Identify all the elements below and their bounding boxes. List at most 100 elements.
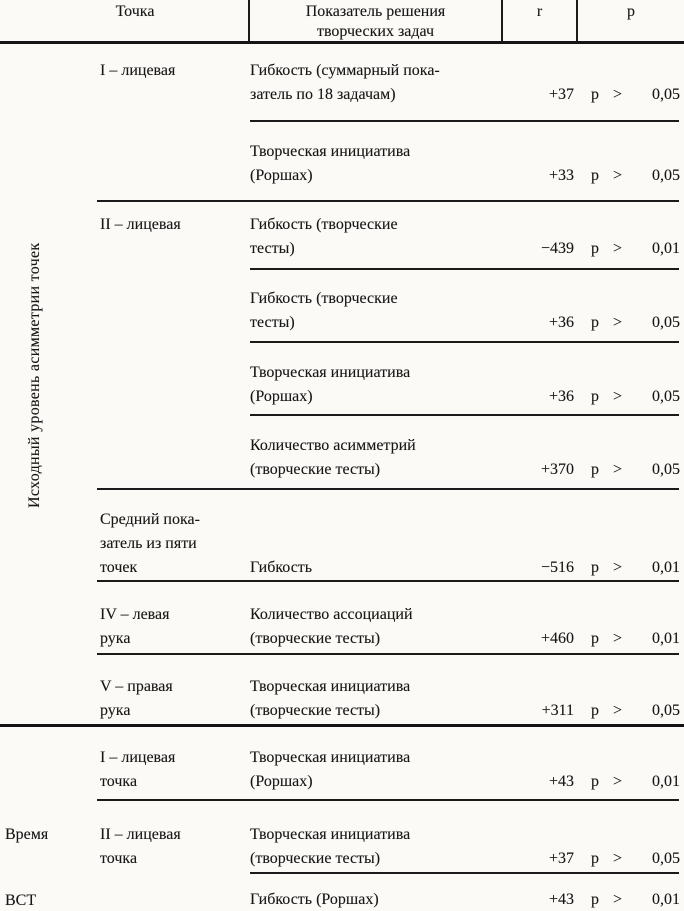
p-operator: > xyxy=(613,240,623,257)
p-value: 0,01 xyxy=(652,240,680,257)
r-value: +37 xyxy=(548,850,574,867)
p-operator: > xyxy=(613,702,623,719)
table-row: IV – левая рука Количество ассоциаций (тв… xyxy=(0,582,684,653)
p-operator: > xyxy=(613,86,623,103)
p-expression: p >0,01 xyxy=(578,770,684,794)
p-operator: > xyxy=(613,461,623,478)
point-cell: I – лицевая xyxy=(100,62,176,79)
r-value: +36 xyxy=(548,314,574,331)
table-row: I – лицевая Гибкость (суммарный пока- зат… xyxy=(0,44,684,120)
row-divider xyxy=(250,872,679,874)
indicator-cell: Творческая инициатива (творческие тесты) xyxy=(250,678,411,719)
r-value: +43 xyxy=(548,773,574,790)
table-row: I – лицевая точка Творческая инициатива (… xyxy=(0,727,684,799)
p-operator: > xyxy=(613,314,623,331)
side-label-time: Время xyxy=(5,826,49,843)
r-value: +460 xyxy=(540,630,574,647)
side-label-vst: ВСТ xyxy=(5,892,37,909)
p-value: 0,05 xyxy=(652,314,680,331)
p-value: 0,01 xyxy=(652,891,680,908)
header-indicator-cell: Показатель решения творческих задач xyxy=(250,0,503,41)
r-value: +33 xyxy=(548,167,574,184)
indicator-cell: Творческая инициатива (Роршах) xyxy=(250,364,411,405)
row-divider xyxy=(250,341,679,343)
row-divider xyxy=(97,799,679,801)
p-label: p xyxy=(591,86,599,103)
point-cell: II – лицевая точка xyxy=(100,826,181,867)
p-label: p xyxy=(591,559,599,576)
r-value: +36 xyxy=(548,388,574,405)
p-value: 0,05 xyxy=(652,461,680,478)
p-operator: > xyxy=(613,850,623,867)
header-r-cell: r xyxy=(503,0,578,41)
row-divider xyxy=(97,653,679,655)
row-divider xyxy=(250,268,679,270)
header-point-label: Точка xyxy=(115,3,155,20)
point-cell: II – лицевая xyxy=(100,216,181,233)
p-operator: > xyxy=(613,388,623,405)
p-expression: p >0,01 xyxy=(578,627,684,651)
r-value: −516 xyxy=(540,559,574,576)
indicator-cell: Творческая инициатива (Роршах) xyxy=(250,143,411,184)
p-label: p xyxy=(591,388,599,405)
point-cell: V – правая рука xyxy=(100,678,173,719)
p-label: p xyxy=(591,891,599,908)
p-operator: > xyxy=(613,773,623,790)
p-expression: p >0,05 xyxy=(578,83,684,107)
p-label: p xyxy=(591,773,599,790)
p-expression: p >0,01 xyxy=(578,556,684,580)
table-row: Творческая инициатива (Роршах) +36 p >0,05 xyxy=(0,343,684,414)
header-indicator-label: Показатель решения творческих задач xyxy=(305,3,446,40)
r-value: +311 xyxy=(541,702,574,719)
indicator-cell: Гибкость (творческие тесты) xyxy=(250,290,398,331)
p-value: 0,01 xyxy=(652,630,680,647)
indicator-cell: Количество ассоциаций (творческие тесты) xyxy=(250,606,413,647)
r-value: +43 xyxy=(548,891,574,908)
p-value: 0,05 xyxy=(652,702,680,719)
point-cell: I – лицевая точка xyxy=(100,749,176,790)
side-label-asymmetry: Исходный уровень асимметрии точек xyxy=(26,242,43,508)
point-cell: Средний пока- затель из пяти точек xyxy=(100,511,200,576)
p-label: p xyxy=(591,314,599,331)
p-expression: p >0,05 xyxy=(578,164,684,188)
r-value: +370 xyxy=(540,461,574,478)
p-label: p xyxy=(591,167,599,184)
r-value: −439 xyxy=(540,240,574,257)
table-header: Точка Показатель решения творческих зада… xyxy=(0,0,684,44)
table-row: Гибкость (творческие тесты) +36 p >0,05 xyxy=(0,270,684,341)
table-row: V – правая рука Творческая инициатива (тв… xyxy=(0,655,684,724)
p-expression: p >0,05 xyxy=(578,699,684,723)
p-label: p xyxy=(591,850,599,867)
point-cell: IV – левая рука xyxy=(100,606,170,647)
p-operator: > xyxy=(613,167,623,184)
indicator-cell: Гибкость xyxy=(250,559,313,576)
table-row: Средний пока- затель из пяти точек Гибкос… xyxy=(0,490,684,580)
table-row: II – лицевая точка Творческая инициатива … xyxy=(0,801,684,872)
p-value: 0,05 xyxy=(652,167,680,184)
p-label: p xyxy=(591,630,599,647)
p-label: p xyxy=(591,240,599,257)
p-operator: > xyxy=(613,891,623,908)
table-row: Количество асимметрий (творческие тесты)… xyxy=(0,416,684,488)
table-body: I – лицевая Гибкость (суммарный пока- зат… xyxy=(0,44,684,911)
p-value: 0,05 xyxy=(652,850,680,867)
indicator-cell: Творческая инициатива (Роршах) xyxy=(250,749,411,790)
row-divider xyxy=(97,200,679,202)
p-expression: p >0,01 xyxy=(578,237,684,261)
row-divider xyxy=(250,414,679,416)
header-p-label: p xyxy=(627,3,635,20)
header-point-cell: Точка xyxy=(0,0,250,41)
table-row: Гибкость (Роршах) +43 p >0,01 xyxy=(0,874,684,911)
p-expression: p >0,01 xyxy=(578,888,684,911)
p-expression: p >0,05 xyxy=(578,311,684,335)
r-value: +37 xyxy=(548,86,574,103)
p-expression: p >0,05 xyxy=(578,458,684,482)
table-row: II – лицевая Гибкость (творческие тесты) −… xyxy=(0,202,684,268)
row-divider xyxy=(250,120,679,122)
table-row: Творческая инициатива (Роршах) +33 p >0,05 xyxy=(0,122,684,200)
indicator-cell: Гибкость (суммарный пока- затель по 18 з… xyxy=(250,62,440,103)
header-r-label: r xyxy=(536,3,543,20)
indicator-cell: Гибкость (творческие тесты) xyxy=(250,216,398,257)
row-divider xyxy=(97,488,679,490)
p-value: 0,01 xyxy=(652,773,680,790)
